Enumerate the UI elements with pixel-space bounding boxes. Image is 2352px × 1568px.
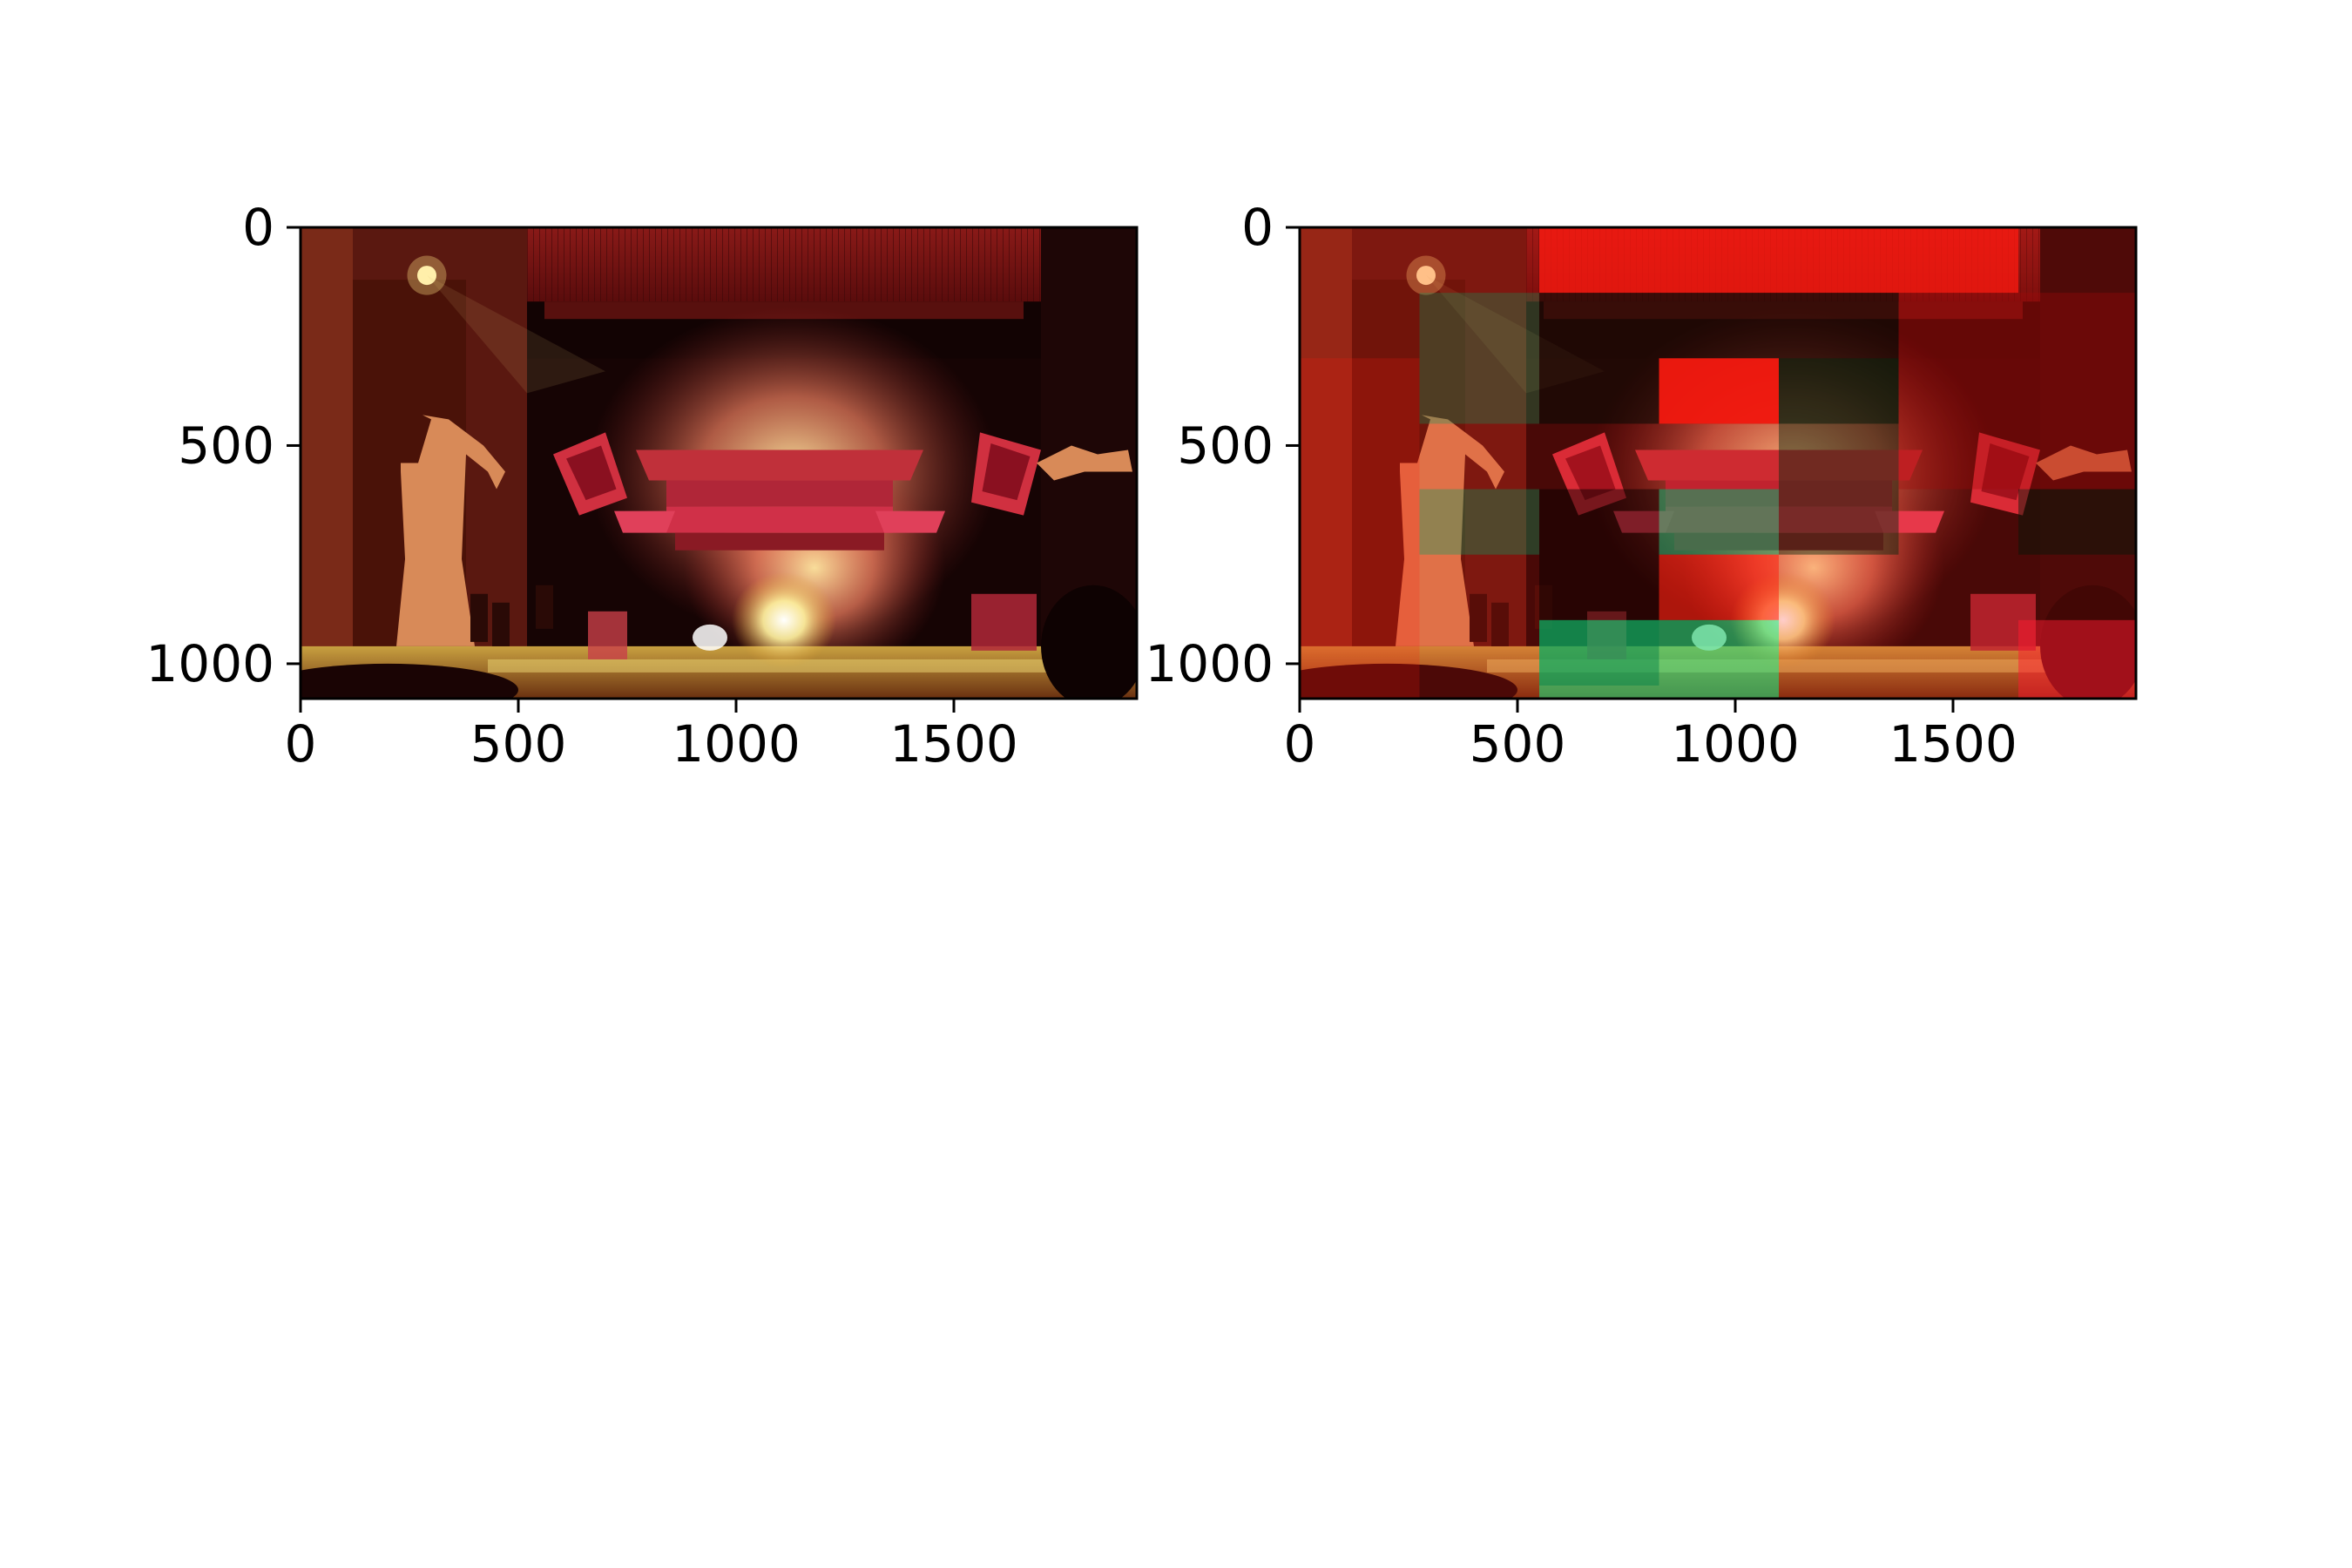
color-block-overlay — [1300, 227, 2136, 699]
right-x-tick-label: 1500 — [1889, 714, 2017, 774]
left-x-tick-label: 1500 — [889, 714, 1018, 774]
left-y-tick-label: 500 — [178, 416, 274, 475]
left-y-tick-label: 0 — [242, 198, 274, 257]
left-stage-image — [301, 227, 1137, 699]
left-y-ticks: 0 500 1000 — [145, 198, 301, 693]
left-axes-frame — [299, 226, 1139, 700]
left-x-tick-label: 1000 — [672, 714, 801, 774]
left-x-tick-label: 0 — [285, 714, 317, 774]
right-x-ticks: 0 500 1000 1500 — [1284, 699, 2017, 774]
right-x-tick-label: 1000 — [1671, 714, 1800, 774]
right-y-tick-label: 0 — [1241, 198, 1274, 257]
right-x-tick-label: 0 — [1284, 714, 1316, 774]
left-image-panel: 0 500 1000 0 500 1000 1500 — [145, 198, 1139, 774]
left-y-tick-label: 1000 — [145, 634, 274, 693]
right-y-tick-label: 1000 — [1145, 634, 1274, 693]
right-image-panel: 0 500 1000 0 500 1000 1500 — [1145, 198, 2138, 774]
left-x-tick-label: 500 — [470, 714, 567, 774]
right-x-tick-label: 500 — [1470, 714, 1566, 774]
right-axes-frame — [1298, 226, 2138, 700]
right-y-tick-label: 500 — [1177, 416, 1274, 475]
left-x-ticks: 0 500 1000 1500 — [285, 699, 1018, 774]
right-y-ticks: 0 500 1000 — [1145, 198, 1300, 693]
right-stage-image — [1300, 227, 2136, 699]
